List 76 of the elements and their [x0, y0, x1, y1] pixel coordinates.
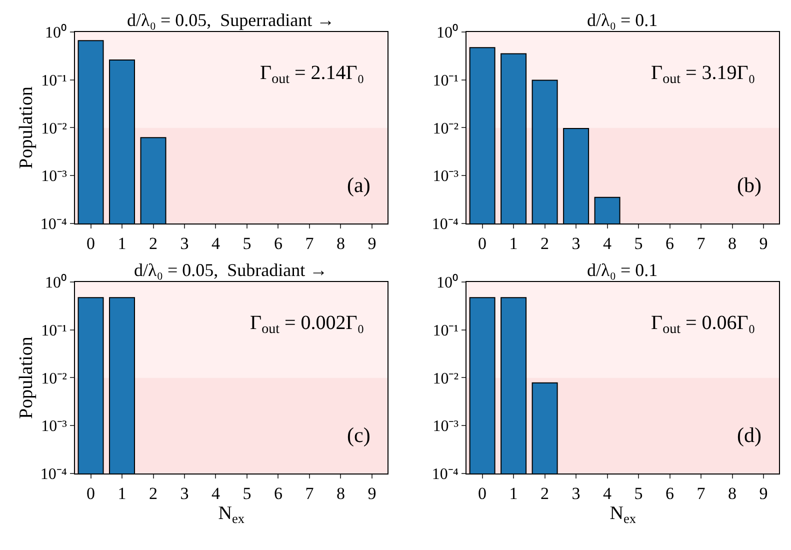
x-tick-label: 0	[86, 234, 96, 253]
y-axis-title: Population	[16, 86, 38, 169]
x-tick-label: 4	[211, 234, 220, 253]
x-tick-label: 5	[242, 484, 252, 503]
x-axis-title: N$_{ex}$	[610, 502, 636, 526]
x-tick-label: 2	[149, 484, 158, 503]
y-tick-label: 10⁰	[436, 24, 458, 42]
x-tick-label: 0	[478, 484, 487, 503]
x-tick-label: 3	[572, 484, 580, 503]
x-tick-label: 1	[509, 484, 518, 503]
x-tick-label: 9	[368, 484, 376, 503]
x-tick-label: 6	[274, 234, 282, 253]
x-tick-label: 2	[540, 234, 550, 253]
y-tick-label: 10⁻⁴	[432, 216, 459, 234]
annotation: Γ$_{out}$ = 0.002Γ₀	[250, 312, 364, 338]
x-tick-label: 0	[478, 234, 487, 253]
annotation: Γ$_{out}$ = 2.14Γ₀	[260, 62, 364, 88]
annotation: (a)	[347, 173, 370, 197]
x-axis-title: N$_{ex}$	[218, 502, 245, 526]
y-tick-label: 10⁻²	[432, 370, 459, 388]
x-tick-label: 0	[86, 484, 96, 503]
y-tick-label: 10⁻¹	[41, 322, 68, 340]
chart-title: d/λ₀ = 0.05, Subradiant →	[134, 260, 328, 280]
y-tick-label: 10⁻³	[432, 168, 459, 186]
y-tick-label: 10⁻⁴	[432, 466, 459, 484]
y-tick-label: 10⁰	[44, 24, 67, 42]
annotation: Γ$_{out}$ = 0.06Γ₀	[651, 312, 756, 338]
x-tick-label: 1	[118, 484, 126, 503]
y-tick-label: 10⁻²	[41, 120, 68, 138]
x-tick-label: 2	[540, 484, 550, 503]
y-tick-label: 10⁻³	[432, 418, 459, 436]
x-tick-label: 7	[305, 234, 314, 253]
annotation: (c)	[347, 423, 370, 447]
y-tick-label: 10⁰	[436, 274, 458, 292]
annotation: Γ$_{out}$ = 3.19Γ₀	[651, 62, 756, 88]
x-tick-label: 4	[603, 234, 612, 253]
chart-title: d/λ₀ = 0.1	[587, 10, 658, 30]
x-tick-label: 5	[242, 234, 252, 253]
x-tick-label: 8	[336, 234, 345, 253]
y-tick-label: 10⁻¹	[432, 322, 459, 340]
x-tick-label: 8	[728, 484, 737, 503]
x-tick-label: 7	[696, 484, 706, 503]
y-axis-title: Population	[16, 336, 38, 419]
y-tick-label: 10⁻¹	[41, 72, 68, 90]
y-tick-label: 10⁻²	[432, 120, 459, 138]
x-tick-label: 8	[728, 234, 737, 253]
y-tick-label: 10⁻⁴	[40, 466, 68, 484]
y-tick-label: 10⁻³	[41, 168, 68, 186]
x-tick-label: 6	[274, 484, 282, 503]
x-tick-label: 7	[305, 484, 314, 503]
x-tick-label: 5	[634, 484, 643, 503]
y-tick-label: 10⁻¹	[432, 72, 459, 90]
annotation: (d)	[737, 423, 762, 447]
x-tick-label: 1	[118, 234, 126, 253]
x-tick-label: 9	[759, 234, 768, 253]
x-tick-label: 3	[180, 484, 189, 503]
x-tick-label: 2	[149, 234, 158, 253]
x-tick-label: 1	[509, 234, 518, 253]
x-tick-label: 9	[368, 234, 376, 253]
x-tick-label: 4	[603, 484, 612, 503]
x-tick-label: 3	[572, 234, 580, 253]
y-tick-label: 10⁻⁴	[40, 216, 68, 234]
x-tick-label: 6	[666, 234, 674, 253]
y-tick-label: 10⁻³	[41, 418, 68, 436]
x-tick-label: 9	[759, 484, 768, 503]
chart-title: d/λ₀ = 0.1	[587, 260, 658, 280]
x-tick-label: 6	[666, 484, 674, 503]
y-tick-label: 10⁻²	[41, 370, 68, 388]
chart-title: d/λ₀ = 0.05, Superradiant →	[127, 10, 335, 30]
annotation: (b)	[737, 173, 762, 197]
x-tick-label: 8	[336, 484, 345, 503]
x-tick-label: 4	[211, 484, 220, 503]
x-tick-label: 7	[696, 234, 706, 253]
x-tick-label: 5	[634, 234, 643, 253]
x-tick-label: 3	[180, 234, 189, 253]
y-tick-label: 10⁰	[44, 274, 67, 292]
